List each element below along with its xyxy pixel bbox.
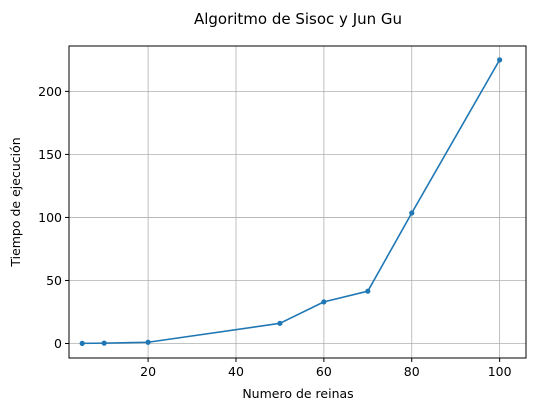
- chart-title: Algoritmo de Sisoc y Jun Gu: [194, 10, 402, 28]
- x-tick-label: 100: [488, 364, 512, 379]
- x-axis-label: Numero de reinas: [242, 386, 353, 401]
- y-axis-label: Tiempo de ejecución: [8, 137, 23, 267]
- y-tick-label: 50: [46, 273, 62, 288]
- x-tick-label: 80: [404, 364, 420, 379]
- y-tick-label: 0: [54, 336, 62, 351]
- data-point: [409, 210, 415, 216]
- series-line: [82, 59, 501, 345]
- y-tick-label: 200: [38, 84, 62, 99]
- axis-ticks: 20 40 60 80 100 0 50 100 150 200: [38, 84, 511, 379]
- x-tick-label: 60: [316, 364, 332, 379]
- data-point: [365, 288, 371, 294]
- plot-frame: [68, 45, 527, 359]
- data-point: [79, 340, 85, 346]
- data-point: [145, 339, 151, 345]
- y-tick-label: 100: [38, 210, 62, 225]
- series-layer: [79, 57, 503, 346]
- y-tick-label: 150: [38, 147, 62, 162]
- grid: [69, 46, 526, 358]
- data-point: [321, 299, 327, 305]
- data-point: [497, 57, 503, 63]
- x-tick-label: 40: [228, 364, 244, 379]
- x-tick-label: 20: [140, 364, 156, 379]
- data-point: [277, 320, 283, 326]
- data-point: [101, 340, 107, 346]
